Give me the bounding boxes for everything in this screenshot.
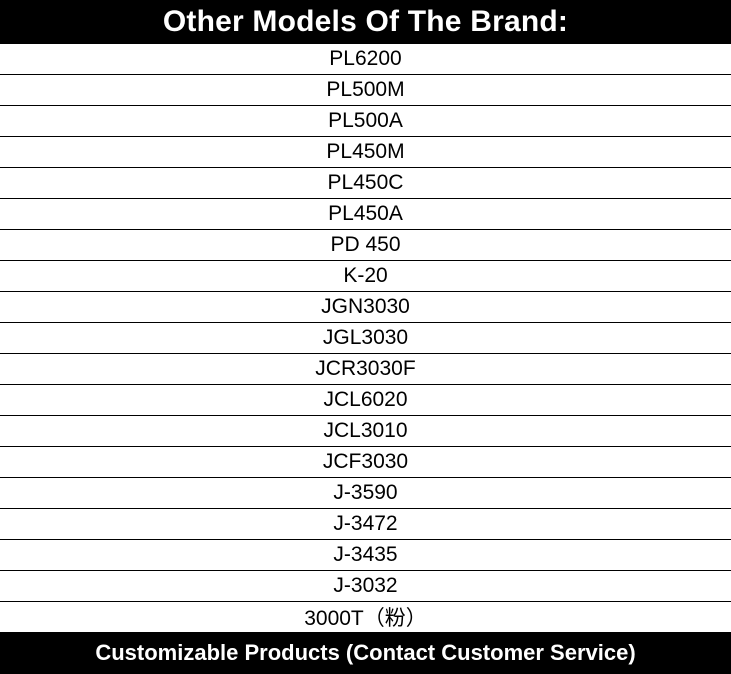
model-name: 3000T（粉） — [304, 606, 427, 630]
model-name: JCL3010 — [323, 418, 408, 442]
model-name: JGL3030 — [322, 325, 409, 349]
model-name: K-20 — [343, 263, 388, 287]
model-row: J-3435 — [0, 540, 731, 571]
model-row: PD 450 — [0, 230, 731, 261]
model-row: PL6200 — [0, 44, 731, 75]
model-row: JCL6020 — [0, 385, 731, 416]
model-name: JCR3030F — [315, 356, 416, 380]
model-row: PL500A — [0, 106, 731, 137]
model-name: PL450A — [328, 201, 403, 225]
model-row: J-3590 — [0, 478, 731, 509]
model-row: PL450M — [0, 137, 731, 168]
footer-banner: Customizable Products (Contact Customer … — [0, 631, 731, 674]
model-row: 3000T（粉） — [0, 602, 731, 632]
model-name: PL500M — [326, 77, 405, 101]
model-name: J-3435 — [333, 542, 398, 566]
model-name: JCF3030 — [322, 449, 409, 473]
header-title: Other Models Of The Brand: — [162, 4, 569, 38]
model-name: PL500A — [328, 108, 403, 132]
model-name: JCL6020 — [323, 387, 408, 411]
model-row: JCR3030F — [0, 354, 731, 385]
model-name: PD 450 — [330, 232, 401, 256]
model-name: J-3590 — [333, 480, 398, 504]
model-row: K-20 — [0, 261, 731, 292]
header-banner: Other Models Of The Brand: — [0, 0, 731, 44]
model-row: JGN3030 — [0, 292, 731, 323]
model-row: JGL3030 — [0, 323, 731, 354]
model-name: J-3032 — [333, 573, 398, 597]
model-name: PL6200 — [329, 46, 402, 70]
model-name: JGN3030 — [321, 294, 410, 318]
model-row: JCF3030 — [0, 447, 731, 478]
model-row: PL500M — [0, 75, 731, 106]
model-row: JCL3010 — [0, 416, 731, 447]
model-name: J-3472 — [333, 511, 398, 535]
model-list: PL6200 PL500M PL500A PL450M PL450C PL450… — [0, 44, 731, 632]
footer-text: Customizable Products (Contact Customer … — [95, 639, 636, 665]
model-name: PL450M — [326, 139, 405, 163]
model-row: J-3032 — [0, 571, 731, 602]
model-row: J-3472 — [0, 509, 731, 540]
model-name: PL450C — [327, 170, 404, 194]
model-row: PL450A — [0, 199, 731, 230]
model-row: PL450C — [0, 168, 731, 199]
